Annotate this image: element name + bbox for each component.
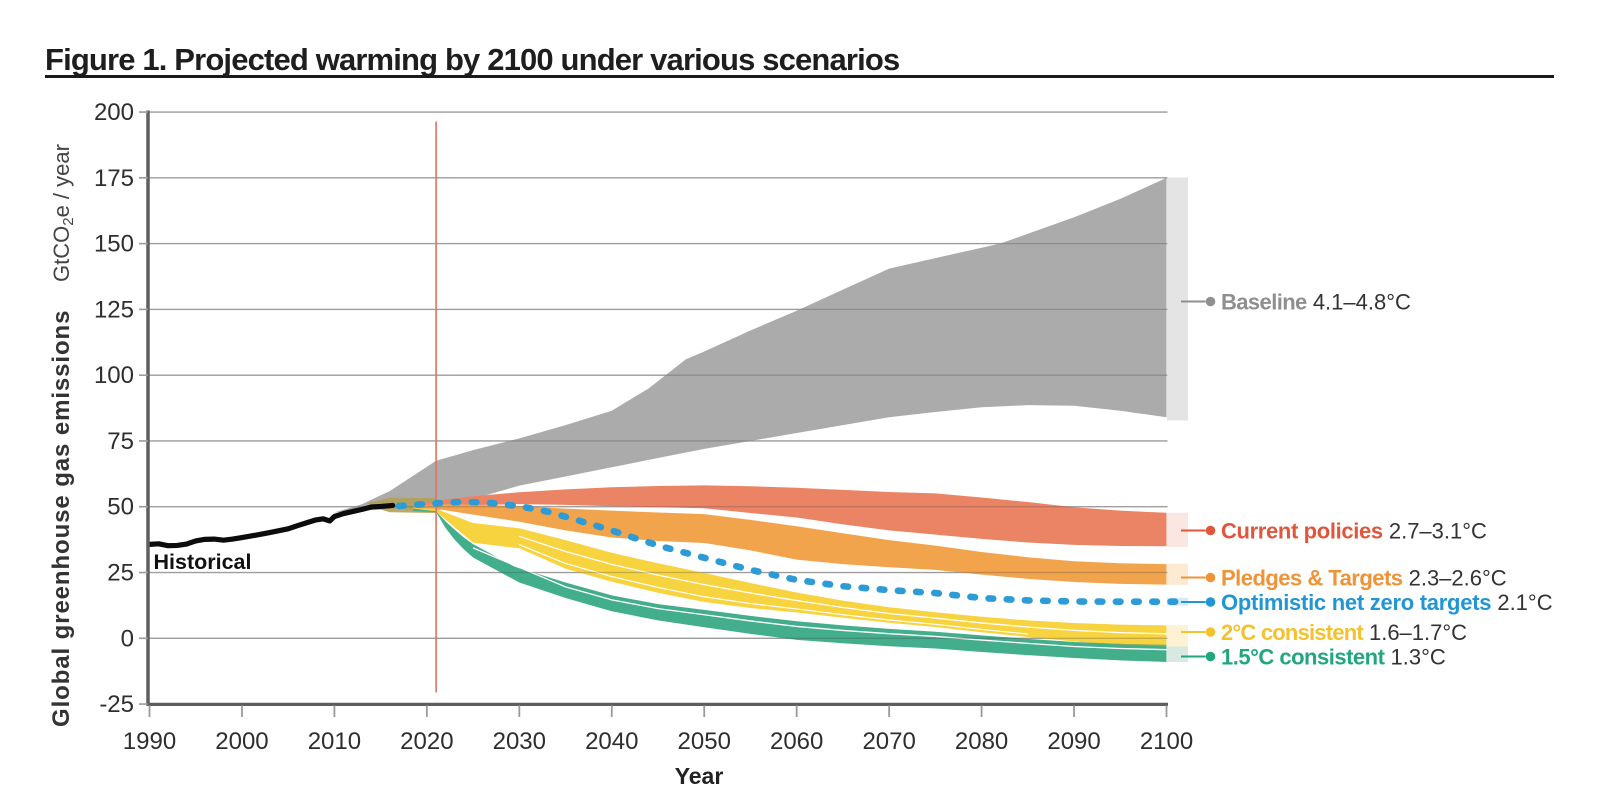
svg-text:Current policies 2.7–3.1°C: Current policies 2.7–3.1°C xyxy=(1221,518,1487,543)
svg-text:175: 175 xyxy=(94,165,134,192)
svg-text:25: 25 xyxy=(107,560,134,587)
svg-text:150: 150 xyxy=(94,231,134,258)
svg-text:Year: Year xyxy=(675,763,724,789)
svg-text:0: 0 xyxy=(121,625,134,652)
svg-text:2020: 2020 xyxy=(400,728,453,755)
svg-text:2080: 2080 xyxy=(955,728,1008,755)
svg-text:2100: 2100 xyxy=(1140,728,1193,755)
svg-text:2070: 2070 xyxy=(862,728,915,755)
svg-text:Historical: Historical xyxy=(154,550,252,574)
svg-text:2010: 2010 xyxy=(308,728,361,755)
svg-text:2030: 2030 xyxy=(493,728,546,755)
svg-text:75: 75 xyxy=(107,428,134,455)
svg-text:Pledges & Targets 2.3–2.6°C: Pledges & Targets 2.3–2.6°C xyxy=(1221,565,1507,590)
svg-text:200: 200 xyxy=(94,99,134,126)
svg-text:2000: 2000 xyxy=(215,728,268,755)
svg-text:100: 100 xyxy=(94,362,134,389)
svg-text:Optimistic net zero targets 2.: Optimistic net zero targets 2.1°C xyxy=(1221,590,1553,615)
svg-text:2040: 2040 xyxy=(585,728,638,755)
svg-text:2°C consistent 1.6–1.7°C: 2°C consistent 1.6–1.7°C xyxy=(1221,620,1467,645)
svg-text:-25: -25 xyxy=(99,691,134,718)
svg-text:1.5°C consistent 1.3°C: 1.5°C consistent 1.3°C xyxy=(1221,644,1446,669)
svg-text:125: 125 xyxy=(94,296,134,323)
svg-text:1990: 1990 xyxy=(123,728,176,755)
svg-text:2050: 2050 xyxy=(678,728,731,755)
svg-text:2060: 2060 xyxy=(770,728,823,755)
svg-text:Baseline 4.1–4.8°C: Baseline 4.1–4.8°C xyxy=(1221,289,1411,314)
svg-text:Global greenhouse gas emission: Global greenhouse gas emissions xyxy=(48,310,75,727)
svg-text:GtCO2e / year: GtCO2e / year xyxy=(49,144,77,282)
svg-text:2090: 2090 xyxy=(1047,728,1100,755)
svg-text:50: 50 xyxy=(107,494,134,521)
